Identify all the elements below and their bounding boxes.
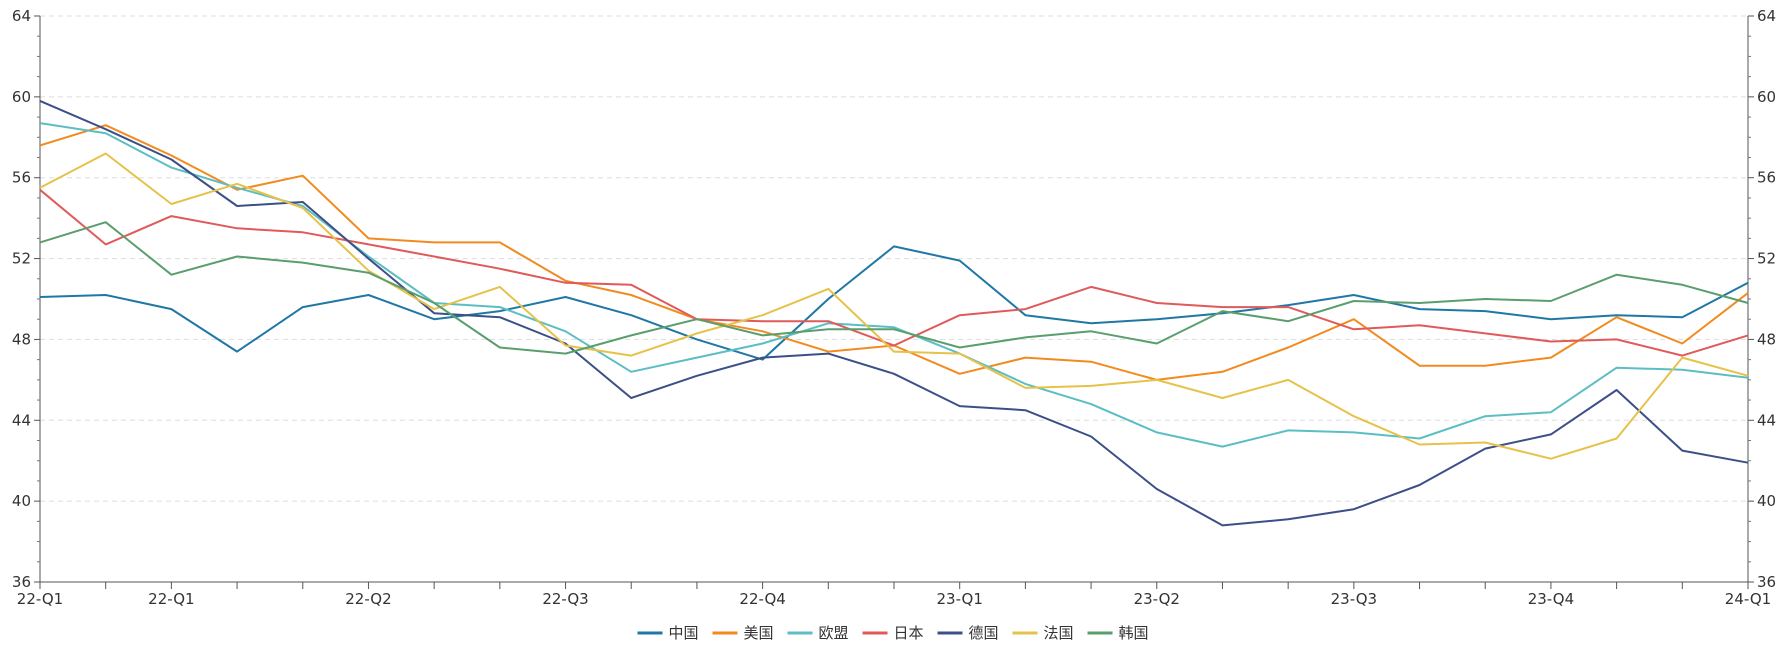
y-tick-label-left: 48: [12, 330, 31, 348]
y-tick-label-right: 56: [1757, 169, 1776, 187]
x-tick-label: 24-Q1: [1725, 590, 1771, 608]
x-tick-label: 23-Q1: [936, 590, 982, 608]
series-line-4: [39, 99, 1749, 527]
y-tick-label-left: 36: [12, 573, 31, 591]
y-tick-label-right: 36: [1757, 573, 1776, 591]
x-tick-label: 22-Q1: [148, 590, 194, 608]
legend-label: 法国: [1044, 624, 1074, 642]
y-tick-label-right: 64: [1757, 7, 1776, 25]
y-tick-label-right: 44: [1757, 411, 1776, 429]
series-line-5: [39, 152, 1749, 460]
legend-item[interactable]: 法国: [1012, 624, 1074, 642]
legend-label: 德国: [969, 624, 999, 642]
legend-item[interactable]: 日本: [862, 624, 924, 642]
y-tick-label-right: 52: [1757, 250, 1776, 268]
x-tick-label: 22-Q3: [542, 590, 588, 608]
legend-label: 日本: [894, 624, 924, 642]
legend-item[interactable]: 德国: [937, 624, 999, 642]
series-line-0: [39, 245, 1749, 361]
legend-item[interactable]: 韩国: [1087, 624, 1149, 642]
series-line-3: [39, 189, 1749, 357]
x-tick-label: 23-Q4: [1528, 590, 1574, 608]
legend-item[interactable]: 中国: [637, 624, 699, 642]
legend-label: 美国: [744, 624, 774, 642]
y-tick-label-right: 40: [1757, 492, 1776, 510]
x-tick-label: 22-Q1: [17, 590, 63, 608]
y-tick-label-left: 60: [12, 88, 31, 106]
legend-label: 欧盟: [819, 624, 849, 642]
y-tick-label-left: 56: [12, 169, 31, 187]
grid-lines: [40, 15, 1748, 502]
y-tick-label-left: 44: [12, 411, 31, 429]
legend-item[interactable]: 欧盟: [787, 624, 849, 642]
legend-label: 中国: [669, 624, 699, 642]
series-line-1: [39, 124, 1749, 381]
series-lines: [39, 99, 1749, 527]
y-tick-label-left: 40: [12, 492, 31, 510]
y-tick-label-left: 64: [12, 7, 31, 25]
x-tick-label: 22-Q2: [345, 590, 391, 608]
legend-item[interactable]: 美国: [712, 624, 774, 642]
y-tick-label-right: 60: [1757, 88, 1776, 106]
series-line-6: [39, 221, 1749, 355]
x-tick-label: 23-Q3: [1331, 590, 1377, 608]
x-tick-label: 22-Q4: [739, 590, 785, 608]
series-line-2: [39, 122, 1749, 448]
y-tick-label-right: 48: [1757, 330, 1776, 348]
legend: 中国 美国 欧盟 日本 德国 法国 韩国: [637, 624, 1149, 642]
x-tick-label: 23-Q2: [1134, 590, 1180, 608]
legend-label: 韩国: [1119, 624, 1149, 642]
y-tick-label-left: 52: [12, 250, 31, 268]
ticks: 36 36 40 40 44 44 48 48 52 52 56 56 60 60 64 64 22-Q1 22-…: [12, 7, 1776, 608]
